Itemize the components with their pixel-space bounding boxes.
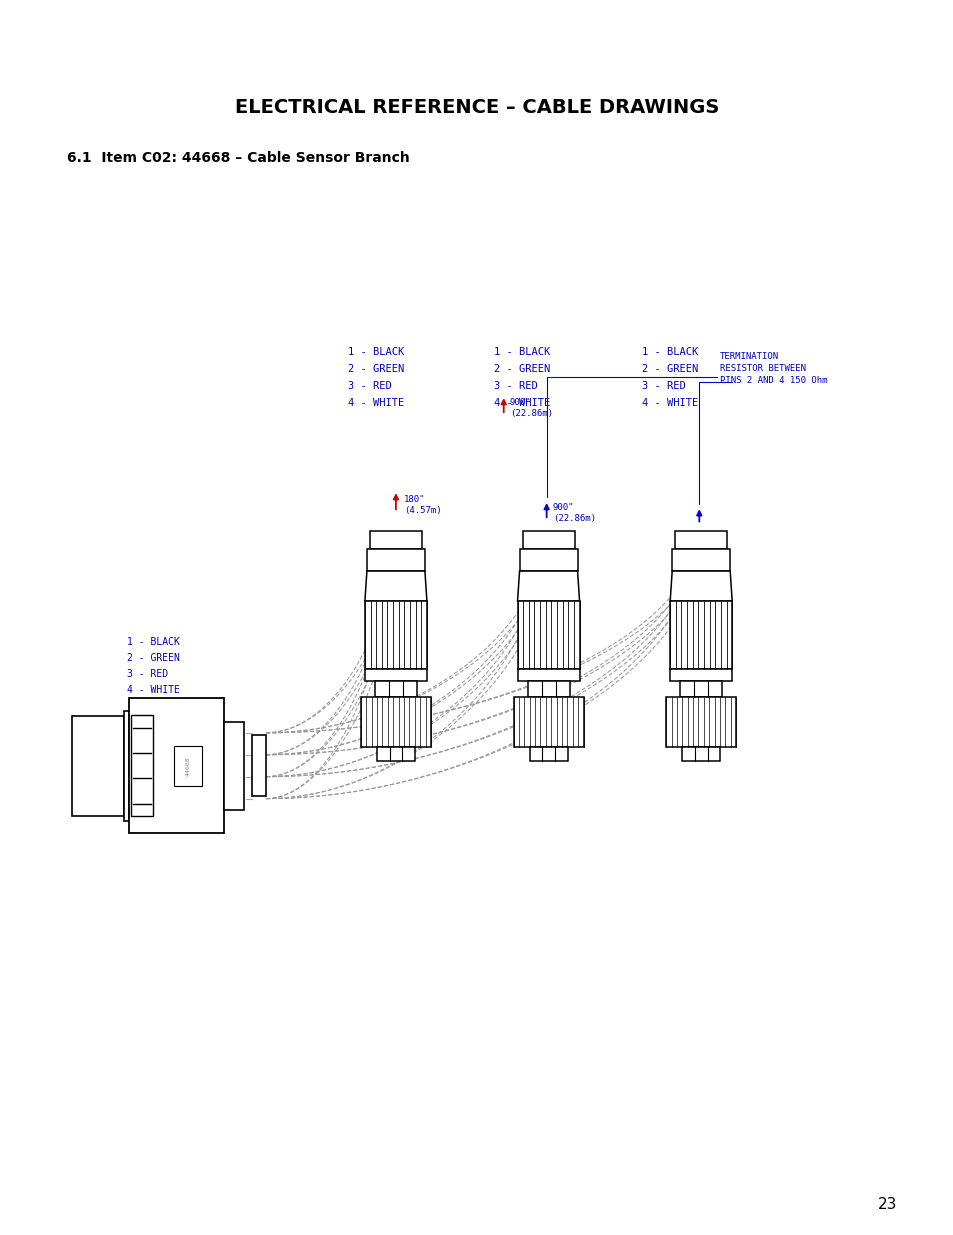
Bar [129,698,224,834]
Text: 2 - GREEN: 2 - GREEN [348,364,404,374]
Bar [522,531,574,550]
Text: 1 - BLACK: 1 - BLACK [127,637,179,647]
Bar [517,669,578,680]
Polygon shape [670,571,731,601]
Text: 6.1  Item C02: 44668 – Cable Sensor Branch: 6.1 Item C02: 44668 – Cable Sensor Branc… [67,151,409,165]
Bar [675,531,726,550]
Bar [131,715,152,816]
Bar [360,697,431,747]
Bar [124,710,129,821]
Bar [71,716,124,815]
Bar [681,747,720,761]
Text: 1 - BLACK: 1 - BLACK [494,347,550,357]
Text: 900"
(22.86m): 900" (22.86m) [509,398,552,417]
Text: 2 - GREEN: 2 - GREEN [494,364,550,374]
Text: 4 - WHITE: 4 - WHITE [348,398,404,408]
Polygon shape [365,571,426,601]
Bar [367,550,424,571]
Bar [517,601,578,669]
Bar [365,601,426,669]
Bar [665,697,736,747]
Text: 2 - GREEN: 2 - GREEN [127,653,179,663]
Bar [365,669,426,680]
Text: 900"
(22.86m): 900" (22.86m) [552,503,595,522]
Bar [224,721,244,810]
Bar [672,550,729,571]
Bar [252,735,266,797]
Text: 3 - RED: 3 - RED [494,380,537,391]
Bar [375,680,416,697]
Text: 3 - RED: 3 - RED [641,380,685,391]
Text: 4 - WHITE: 4 - WHITE [641,398,698,408]
Polygon shape [517,571,578,601]
Bar [670,601,731,669]
Bar [174,746,202,785]
Text: 44668: 44668 [186,756,191,776]
Text: 180"
(4.57m): 180" (4.57m) [403,495,441,515]
Bar [527,680,569,697]
Bar [376,747,415,761]
Bar [529,747,567,761]
Text: 4 - WHITE: 4 - WHITE [494,398,550,408]
Bar [670,669,731,680]
Text: TERMINATION
RESISTOR BETWEEN
PINS 2 AND 4 150 Ohm: TERMINATION RESISTOR BETWEEN PINS 2 AND … [720,352,827,384]
Text: ELECTRICAL REFERENCE – CABLE DRAWINGS: ELECTRICAL REFERENCE – CABLE DRAWINGS [234,98,719,117]
Text: 1 - BLACK: 1 - BLACK [641,347,698,357]
Text: 23: 23 [877,1197,896,1212]
Bar [513,697,583,747]
Text: 3 - RED: 3 - RED [348,380,392,391]
Text: 3 - RED: 3 - RED [127,669,168,679]
Bar [679,680,721,697]
Bar [370,531,421,550]
Text: 4 - WHITE: 4 - WHITE [127,685,179,695]
Text: 2 - GREEN: 2 - GREEN [641,364,698,374]
Text: 1 - BLACK: 1 - BLACK [348,347,404,357]
Bar [519,550,577,571]
